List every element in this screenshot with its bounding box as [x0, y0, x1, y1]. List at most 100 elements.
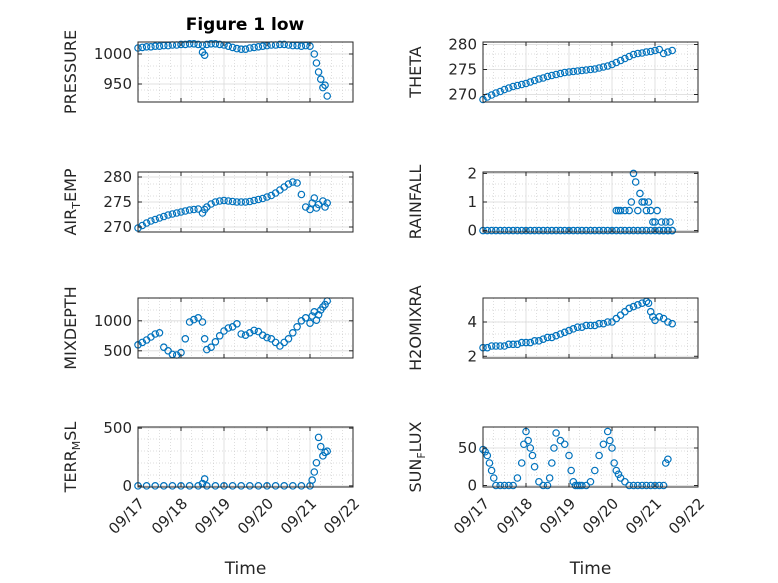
- data-point: [316, 442, 325, 451]
- subplot-terr-msl: 0 500 09/17 09/18 09/19 09/20 09/21 09/22 Time TE…: [61, 419, 363, 579]
- data-point: [565, 68, 573, 76]
- y-tick-label: 275: [103, 193, 132, 211]
- data-point: [668, 46, 677, 55]
- data-point: [552, 331, 560, 340]
- data-point: [659, 49, 668, 58]
- data-point: [664, 226, 672, 235]
- data-point: [181, 334, 190, 343]
- data-point: [651, 46, 659, 55]
- subplot-pressure: 950 1000 PRESSURE: [61, 30, 354, 114]
- data-point: [625, 304, 634, 313]
- data-point: [565, 326, 573, 335]
- data-point: [636, 189, 644, 198]
- data-point: [578, 481, 586, 490]
- data-point: [616, 206, 625, 215]
- data-point: [288, 328, 297, 337]
- data-point: [547, 71, 556, 80]
- data-point: [237, 330, 246, 338]
- data-point: [293, 179, 301, 187]
- data-point: [246, 482, 254, 490]
- data-point: [543, 226, 552, 235]
- data-point: [659, 226, 668, 235]
- data-point: [573, 226, 582, 235]
- data-point: [633, 226, 642, 235]
- data-point: [666, 218, 674, 226]
- data-point: [500, 481, 509, 490]
- data-point: [565, 226, 573, 235]
- data-point: [556, 330, 565, 338]
- data-point: [489, 474, 498, 482]
- data-point: [612, 58, 621, 67]
- subplot-air-temp: 270 275 280 AIRTEMP: [61, 168, 354, 236]
- y-tick-label: 280: [103, 168, 132, 186]
- data-point: [237, 482, 246, 490]
- data-point: [164, 211, 172, 219]
- data-point: [586, 226, 595, 235]
- data-point: [185, 318, 194, 326]
- data-point: [556, 226, 565, 235]
- data-point: [207, 343, 215, 352]
- data-point: [308, 476, 316, 484]
- data-point: [638, 49, 646, 57]
- data-point: [599, 226, 608, 235]
- data-point: [258, 331, 267, 340]
- data-point: [513, 226, 522, 235]
- data-point: [190, 315, 198, 324]
- data-point: [552, 70, 560, 79]
- y-tick-label: 2: [467, 164, 477, 182]
- data-point: [321, 81, 329, 90]
- data-point: [560, 68, 569, 77]
- data-point: [151, 215, 160, 224]
- data-point: [312, 59, 321, 67]
- data-point: [500, 226, 509, 235]
- data-point: [590, 466, 599, 475]
- data-point: [582, 321, 591, 330]
- data-point: [664, 318, 672, 326]
- data-point: [496, 342, 505, 350]
- data-point: [642, 481, 651, 490]
- data-point: [323, 447, 332, 456]
- data-point: [288, 482, 297, 490]
- data-point: [595, 451, 603, 460]
- data-point: [552, 226, 560, 235]
- axes-frame: [137, 41, 354, 103]
- data-point: [241, 198, 250, 206]
- y-axis-label-part: EMP: [61, 168, 80, 202]
- data-point: [310, 194, 319, 202]
- data-point: [638, 226, 646, 235]
- data-point: [224, 197, 233, 205]
- y-tick-label: 50: [458, 439, 477, 457]
- data-point: [155, 214, 164, 222]
- data-point: [633, 49, 642, 58]
- data-point: [664, 48, 672, 56]
- data-point: [539, 481, 548, 490]
- data-point: [629, 169, 638, 178]
- data-point: [138, 338, 147, 347]
- data-point: [595, 226, 603, 235]
- y-axis-label: SUNFLUX: [406, 421, 428, 492]
- data-point: [233, 44, 241, 53]
- data-point: [668, 319, 677, 328]
- data-point: [297, 190, 306, 199]
- data-point: [496, 226, 505, 235]
- data-point: [560, 226, 569, 235]
- data-point: [284, 334, 293, 343]
- data-point: [608, 444, 616, 452]
- data-point: [578, 226, 586, 235]
- data-point: [644, 198, 653, 206]
- data-point: [543, 333, 552, 342]
- y-tick-label: 500: [103, 419, 132, 437]
- data-point: [237, 198, 246, 206]
- data-point: [610, 459, 618, 467]
- data-point: [237, 45, 246, 54]
- data-point: [578, 66, 586, 75]
- y-tick-label: 1: [467, 193, 477, 211]
- data-point: [246, 44, 254, 52]
- y-axis-label-subscript: M: [70, 441, 83, 451]
- data-point: [528, 451, 537, 460]
- data-point: [651, 481, 659, 490]
- data-point: [530, 226, 539, 235]
- data-point: [481, 447, 489, 456]
- data-point: [631, 178, 640, 186]
- data-point: [659, 481, 668, 490]
